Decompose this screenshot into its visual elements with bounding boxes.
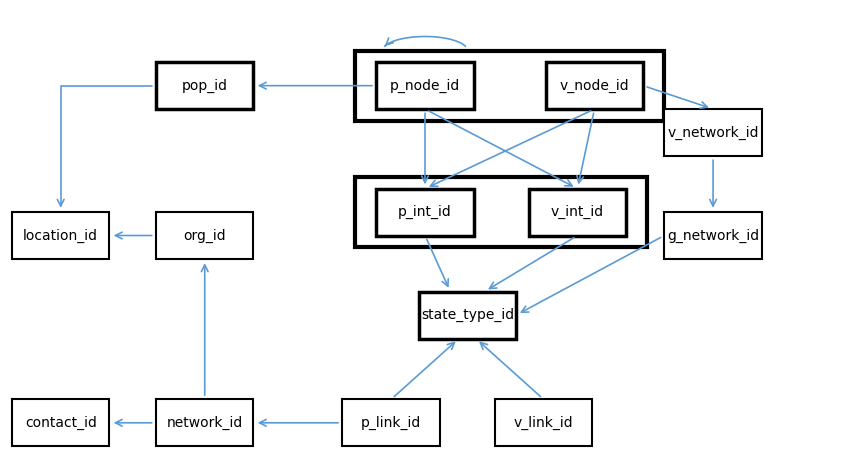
FancyBboxPatch shape <box>377 62 473 109</box>
Text: org_id: org_id <box>184 228 226 243</box>
Text: location_id: location_id <box>23 228 99 243</box>
Text: contact_id: contact_id <box>25 416 97 430</box>
FancyBboxPatch shape <box>665 212 762 259</box>
FancyBboxPatch shape <box>665 109 762 156</box>
Text: v_node_id: v_node_id <box>559 79 629 93</box>
FancyBboxPatch shape <box>156 212 253 259</box>
Text: v_int_id: v_int_id <box>551 205 604 219</box>
FancyBboxPatch shape <box>12 399 110 446</box>
Text: g_network_id: g_network_id <box>667 228 759 243</box>
FancyBboxPatch shape <box>12 212 110 259</box>
Text: p_link_id: p_link_id <box>361 416 422 430</box>
Text: v_link_id: v_link_id <box>513 416 574 430</box>
FancyBboxPatch shape <box>495 399 592 446</box>
Text: pop_id: pop_id <box>182 79 228 93</box>
Text: p_int_id: p_int_id <box>398 205 452 219</box>
FancyBboxPatch shape <box>156 62 253 109</box>
FancyBboxPatch shape <box>529 189 626 236</box>
FancyBboxPatch shape <box>546 62 643 109</box>
FancyBboxPatch shape <box>377 189 473 236</box>
Text: state_type_id: state_type_id <box>421 308 514 322</box>
Text: p_node_id: p_node_id <box>390 79 460 93</box>
FancyBboxPatch shape <box>343 399 439 446</box>
Text: v_network_id: v_network_id <box>667 125 759 139</box>
FancyBboxPatch shape <box>156 399 253 446</box>
FancyBboxPatch shape <box>355 177 648 247</box>
Text: network_id: network_id <box>167 416 243 430</box>
FancyBboxPatch shape <box>355 50 665 121</box>
FancyBboxPatch shape <box>419 292 516 339</box>
